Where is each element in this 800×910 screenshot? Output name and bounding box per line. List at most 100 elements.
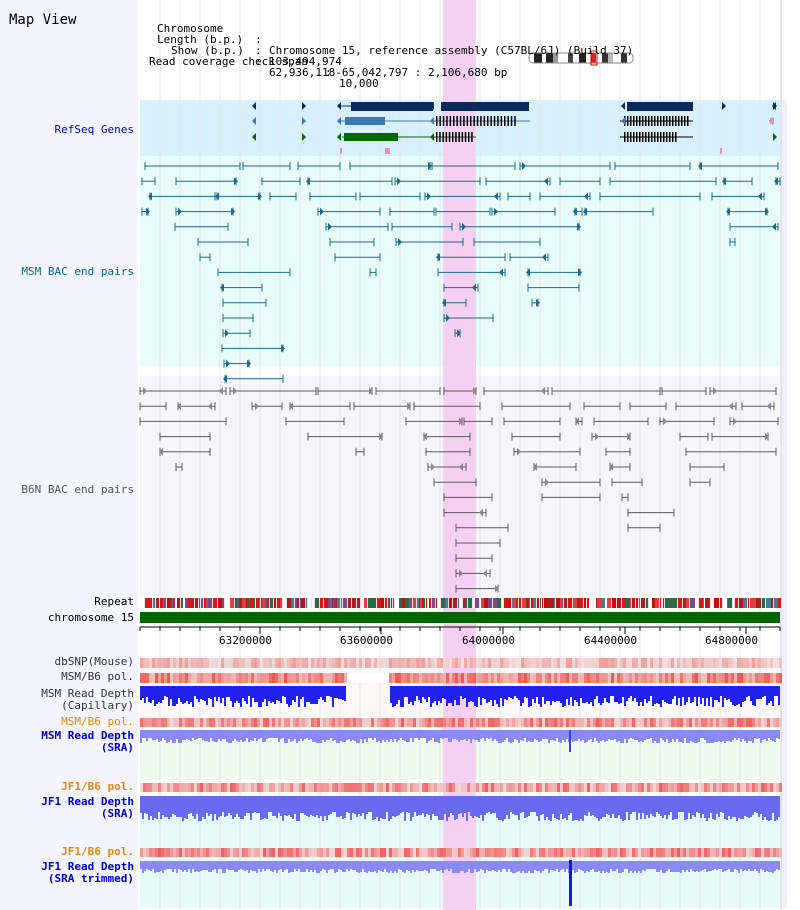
msm-pol-sra-heat <box>470 718 473 727</box>
track-label-jf1-b6-pol-2[interactable]: JF1/B6 pol. <box>61 845 134 858</box>
jf1-sra-depth <box>704 796 706 818</box>
repeat-element <box>381 598 384 608</box>
msm-pol-sra-heat <box>251 718 254 727</box>
jf1-pol-heat-2 <box>593 848 596 857</box>
jf1-pol-heat-2 <box>665 848 668 857</box>
jf1-pol-heat-2 <box>209 848 212 857</box>
jf1-pol-heat-2 <box>527 848 530 857</box>
msm-capillary-depth <box>684 686 686 705</box>
track-label-b6n-bac-end-pairs[interactable]: B6N BAC end pairs <box>21 483 134 496</box>
jf1-pol-heat <box>428 783 431 792</box>
track-label-dbsnp[interactable]: dbSNP(Mouse) <box>54 655 134 668</box>
jf1-trimmed-depth <box>586 861 588 871</box>
msm-sra-depth <box>272 730 274 738</box>
jf1-sra-depth <box>616 796 618 818</box>
msm-capillary-depth <box>500 686 502 698</box>
jf1-trimmed-depth <box>764 861 766 872</box>
msm-pol-heat <box>461 673 464 683</box>
msm-pol-sra-heat <box>422 718 425 727</box>
jf1-pol-heat-2 <box>239 848 242 857</box>
jf1-pol-heat <box>749 783 752 792</box>
msm-capillary-depth <box>710 686 712 697</box>
jf1-trimmed-depth <box>660 861 662 870</box>
msm-pol-heat <box>455 673 458 683</box>
msm-sra-depth <box>368 730 370 738</box>
msm-pol-heat <box>704 673 707 683</box>
jf1-trimmed-depth <box>564 861 566 872</box>
chromosome-bar <box>140 612 780 623</box>
jf1-pol-heat-2 <box>608 848 611 857</box>
msm-pol-heat <box>680 673 683 683</box>
msm-capillary-depth <box>150 686 152 703</box>
track-label-msm-b6-pol-sra[interactable]: MSM/B6 pol. <box>61 715 134 728</box>
msm-sra-depth <box>208 730 210 742</box>
dbsnp-heat <box>431 658 434 668</box>
bac-end-arrow <box>578 268 582 277</box>
msm-capillary-depth <box>472 686 474 702</box>
jf1-pol-heat <box>584 783 587 792</box>
track-label-msm-depth-sra[interactable]: MSM Read Depth <box>41 729 134 742</box>
msm-capillary-depth <box>600 686 602 705</box>
msm-pol-heat <box>671 673 674 683</box>
repeat-element <box>441 598 445 608</box>
dbsnp-heat <box>395 658 398 668</box>
dbsnp-heat <box>764 658 767 668</box>
jf1-sra-depth <box>772 796 774 813</box>
jf1-sra-depth <box>746 796 748 817</box>
jf1-sra-depth <box>274 796 276 816</box>
dbsnp-heat <box>236 658 239 668</box>
track-label-jf1-depth-trimmed[interactable]: JF1 Read Depth <box>41 860 134 873</box>
msm-sra-depth <box>546 730 548 739</box>
msm-sra-depth <box>384 730 386 742</box>
dbsnp-heat <box>590 658 593 668</box>
msm-sra-depth <box>298 730 300 741</box>
msm-capillary-depth <box>470 686 472 701</box>
jf1-pol-heat-2 <box>263 848 266 857</box>
msm-sra-depth <box>778 730 780 739</box>
jf1-trimmed-depth <box>406 861 408 870</box>
jf1-pol-heat <box>482 783 485 792</box>
msm-sra-depth <box>652 730 654 743</box>
msm-pol-heat <box>569 673 572 683</box>
msm-capillary-depth <box>338 686 340 699</box>
repeat-element <box>254 598 255 608</box>
jf1-trimmed-depth <box>606 861 608 872</box>
jf1-pol-heat <box>509 783 512 792</box>
track-label-jf1-depth-sra[interactable]: JF1 Read Depth <box>41 795 134 808</box>
msm-pol-heat <box>527 673 530 683</box>
track-label-msm-depth-capillary[interactable]: MSM Read Depth <box>41 687 134 700</box>
msm-pol-sra-heat <box>536 718 539 727</box>
chromosome-ideogram[interactable] <box>529 53 633 63</box>
bac-end-arrow <box>220 283 224 292</box>
track-label-msm-bac-end-pairs[interactable]: MSM BAC end pairs <box>21 265 134 278</box>
msm-sra-depth <box>426 730 428 743</box>
axis-tick-label: 64800000 <box>705 634 758 647</box>
jf1-sra-depth <box>432 796 434 814</box>
gene-exon <box>672 132 674 142</box>
msm-pol-sra-heat <box>278 718 281 727</box>
msm-capillary-depth <box>208 686 210 698</box>
msm-sra-depth <box>732 730 734 740</box>
jf1-trimmed-depth <box>572 861 574 870</box>
msm-sra-depth <box>678 730 680 742</box>
dbsnp-heat <box>557 658 560 668</box>
dbsnp-heat <box>245 658 248 668</box>
msm-capillary-depth <box>576 686 578 702</box>
dbsnp-heat <box>350 658 353 668</box>
msm-capillary-depth <box>654 686 656 704</box>
jf1-sra-depth <box>774 796 776 821</box>
jf1-pol-heat-2 <box>635 848 638 857</box>
jf1-sra-depth <box>584 796 586 815</box>
track-label-refseq-genes[interactable]: RefSeq Genes <box>54 123 134 136</box>
jf1-pol-heat-2 <box>371 848 374 857</box>
jf1-sra-depth <box>362 796 364 813</box>
msm-pol-sra-heat <box>272 718 275 727</box>
msm-capillary-depth <box>402 686 404 707</box>
track-label-msm-b6-pol-capillary[interactable]: MSM/B6 pol. <box>61 670 134 683</box>
track-label-jf1-b6-pol-1[interactable]: JF1/B6 pol. <box>61 780 134 793</box>
jf1-sra-depth <box>292 796 294 819</box>
jf1-sra-depth <box>222 796 224 812</box>
msm-sra-depth <box>612 730 614 740</box>
gene-exon <box>636 116 638 126</box>
